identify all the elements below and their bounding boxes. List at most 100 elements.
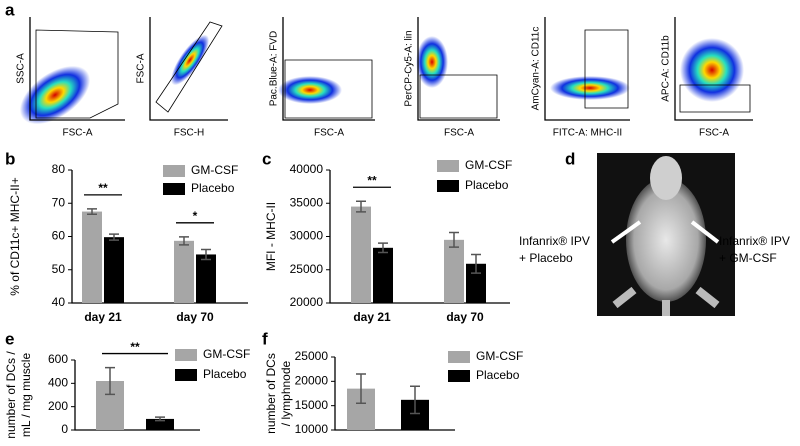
y-axis-label: APC-A: CD11b bbox=[661, 35, 672, 102]
y-tick-label: 70 bbox=[52, 195, 66, 209]
significance-label: * bbox=[193, 209, 198, 223]
plot-axes bbox=[417, 17, 500, 121]
error-bar bbox=[155, 416, 165, 422]
legend-label: GM-CSF bbox=[465, 158, 512, 172]
y-tick-label: 40000 bbox=[290, 162, 324, 176]
panel-letter: c bbox=[262, 149, 271, 168]
bar bbox=[146, 418, 174, 430]
y-tick-label: 400 bbox=[48, 376, 68, 390]
legend-label: Placebo bbox=[203, 367, 247, 381]
y-tick-label: 20000 bbox=[290, 295, 324, 309]
x-axis-label: FSC-A bbox=[699, 128, 729, 139]
error-bar bbox=[109, 233, 119, 241]
error-bar bbox=[179, 236, 189, 246]
x-axis-label: FITC-A: MHC-II bbox=[553, 128, 622, 139]
legend-label: Placebo bbox=[191, 181, 235, 195]
error-bar bbox=[471, 253, 481, 274]
bar bbox=[444, 239, 464, 303]
y-axis-label: AmCyan-A: CD11c bbox=[531, 27, 542, 111]
legend-swatch bbox=[163, 183, 185, 195]
bar bbox=[82, 211, 102, 303]
panel-letter: a bbox=[5, 0, 15, 19]
gate bbox=[35, 29, 119, 119]
y-axis-label: % of CD11c+ MHC-II+ bbox=[8, 177, 22, 295]
y-axis-label: PerCP-Cy5-A: lin bbox=[404, 30, 415, 106]
gate bbox=[419, 74, 498, 119]
y-axis-label: number of DCs / bbox=[4, 351, 18, 439]
density-cloud bbox=[19, 65, 91, 125]
panel-letter: d bbox=[565, 149, 575, 168]
y-tick-label: 25000 bbox=[290, 262, 324, 276]
y-tick-label: 200 bbox=[48, 399, 68, 413]
density-cloud bbox=[416, 36, 448, 88]
y-tick-label: 40 bbox=[52, 295, 66, 309]
bar bbox=[351, 206, 371, 303]
y-tick-label: 600 bbox=[48, 352, 68, 366]
significance-label: ** bbox=[367, 173, 377, 187]
legend-swatch bbox=[163, 165, 185, 177]
bar bbox=[104, 237, 124, 303]
error-bar bbox=[410, 385, 420, 415]
legend-swatch bbox=[175, 369, 197, 381]
error-bar bbox=[378, 242, 388, 254]
y-tick-label: 30000 bbox=[290, 229, 324, 243]
bar bbox=[174, 240, 194, 303]
error-bar bbox=[87, 208, 97, 215]
error-bar bbox=[449, 231, 459, 248]
y-tick-label: 0 bbox=[61, 422, 68, 436]
y-tick-label: 35000 bbox=[290, 195, 324, 209]
y-tick-label: 10000 bbox=[295, 422, 329, 436]
x-axis-label: FSC-A bbox=[314, 128, 344, 139]
significance-label: ** bbox=[98, 181, 108, 195]
y-axis-label: mL / mg muscle bbox=[19, 353, 33, 438]
legend-swatch bbox=[448, 370, 470, 382]
gate bbox=[584, 29, 629, 109]
x-tick-label: day 21 bbox=[353, 310, 391, 324]
legend-swatch bbox=[448, 351, 470, 363]
injection-label: + Placebo bbox=[519, 251, 573, 265]
plot-axes bbox=[149, 17, 228, 121]
mouse-image bbox=[597, 153, 735, 316]
y-tick-label: 20000 bbox=[295, 374, 329, 388]
significance-label: ** bbox=[130, 340, 140, 354]
gate bbox=[679, 84, 751, 113]
y-tick-label: 50 bbox=[52, 262, 66, 276]
gate bbox=[284, 59, 373, 119]
error-bar bbox=[356, 200, 366, 213]
legend-label: GM-CSF bbox=[191, 163, 238, 177]
injection-label: Infanrix® IPV bbox=[719, 234, 790, 248]
injection-label: + GM-CSF bbox=[719, 251, 777, 265]
injection-label: Infanrix® IPV bbox=[519, 234, 590, 248]
x-tick-label: day 70 bbox=[446, 310, 484, 324]
x-tick-label: day 21 bbox=[84, 310, 122, 324]
x-tick-label: day 70 bbox=[176, 310, 214, 324]
plot-axes bbox=[674, 17, 753, 121]
error-bar bbox=[356, 373, 366, 404]
density-cloud bbox=[278, 76, 342, 104]
legend-swatch bbox=[437, 180, 459, 192]
plot-axes bbox=[29, 17, 125, 121]
legend-label: GM-CSF bbox=[203, 347, 250, 361]
error-bar bbox=[201, 248, 211, 261]
y-tick-label: 25000 bbox=[295, 349, 329, 363]
density-cloud bbox=[170, 34, 210, 86]
y-tick-label: 60 bbox=[52, 229, 66, 243]
y-axis-label: number of DCs bbox=[264, 353, 278, 434]
x-axis-label: FSC-H bbox=[174, 128, 205, 139]
density-cloud bbox=[680, 38, 744, 102]
x-axis-label: FSC-A bbox=[63, 128, 93, 139]
panel-letter: b bbox=[5, 149, 15, 168]
legend-swatch bbox=[437, 160, 459, 172]
plot-axes bbox=[544, 17, 630, 121]
y-axis-label: FSC-A bbox=[136, 53, 147, 83]
y-tick-label: 15000 bbox=[295, 398, 329, 412]
legend-label: Placebo bbox=[465, 178, 509, 192]
y-axis-label: Pac.Blue-A: FVD bbox=[269, 31, 280, 107]
y-tick-label: 80 bbox=[52, 162, 66, 176]
legend-label: GM-CSF bbox=[476, 349, 523, 363]
bar bbox=[373, 247, 393, 303]
x-axis-label: FSC-A bbox=[444, 128, 474, 139]
y-axis-label: / lymphnode bbox=[279, 360, 293, 426]
panel-letter: f bbox=[262, 329, 268, 348]
